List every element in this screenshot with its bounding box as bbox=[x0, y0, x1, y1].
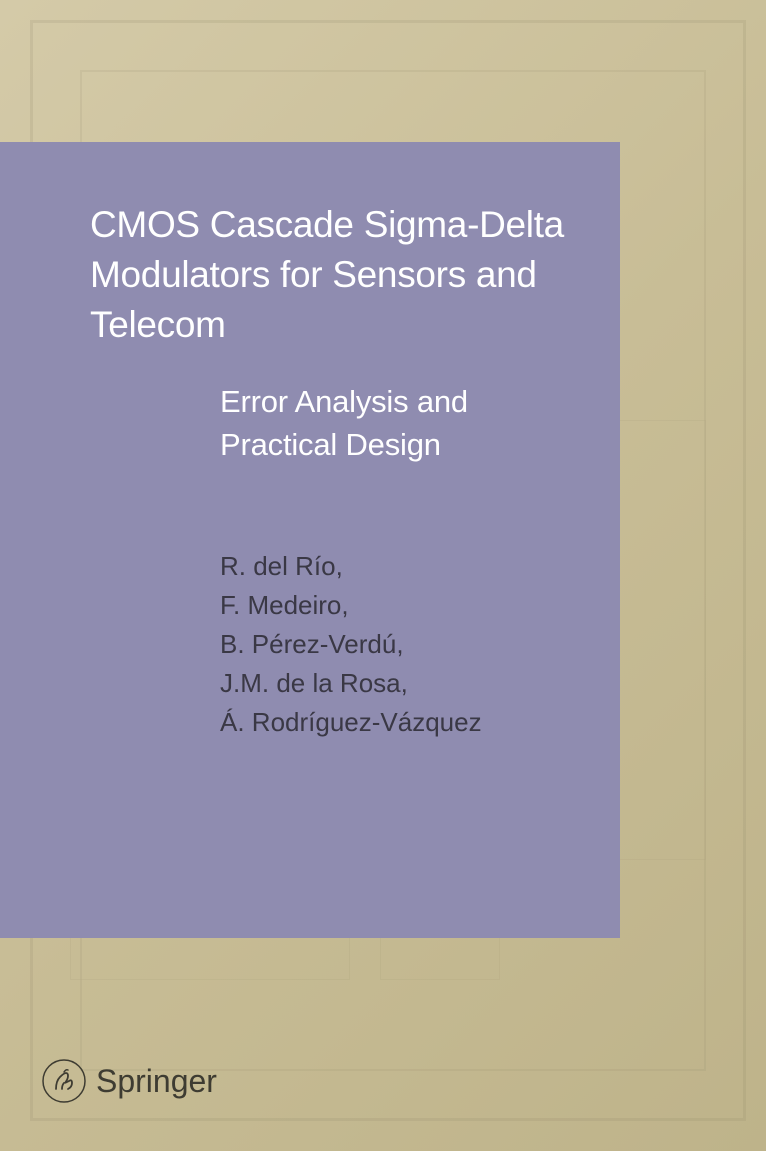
publisher-block: Springer bbox=[42, 1059, 217, 1103]
springer-logo-icon bbox=[42, 1059, 86, 1103]
author-name: Á. Rodríguez-Vázquez bbox=[220, 703, 580, 742]
title-panel: CMOS Cascade Sigma-Delta Modulators for … bbox=[0, 142, 620, 938]
book-subtitle: Error Analysis and Practical Design bbox=[220, 380, 580, 467]
author-name: B. Pérez-Verdú, bbox=[220, 625, 580, 664]
author-name: R. del Río, bbox=[220, 547, 580, 586]
publisher-name: Springer bbox=[96, 1063, 217, 1100]
author-name: F. Medeiro, bbox=[220, 586, 580, 625]
authors-list: R. del Río, F. Medeiro, B. Pérez-Verdú, … bbox=[220, 547, 580, 742]
author-name: J.M. de la Rosa, bbox=[220, 664, 580, 703]
book-title: CMOS Cascade Sigma-Delta Modulators for … bbox=[90, 200, 580, 350]
